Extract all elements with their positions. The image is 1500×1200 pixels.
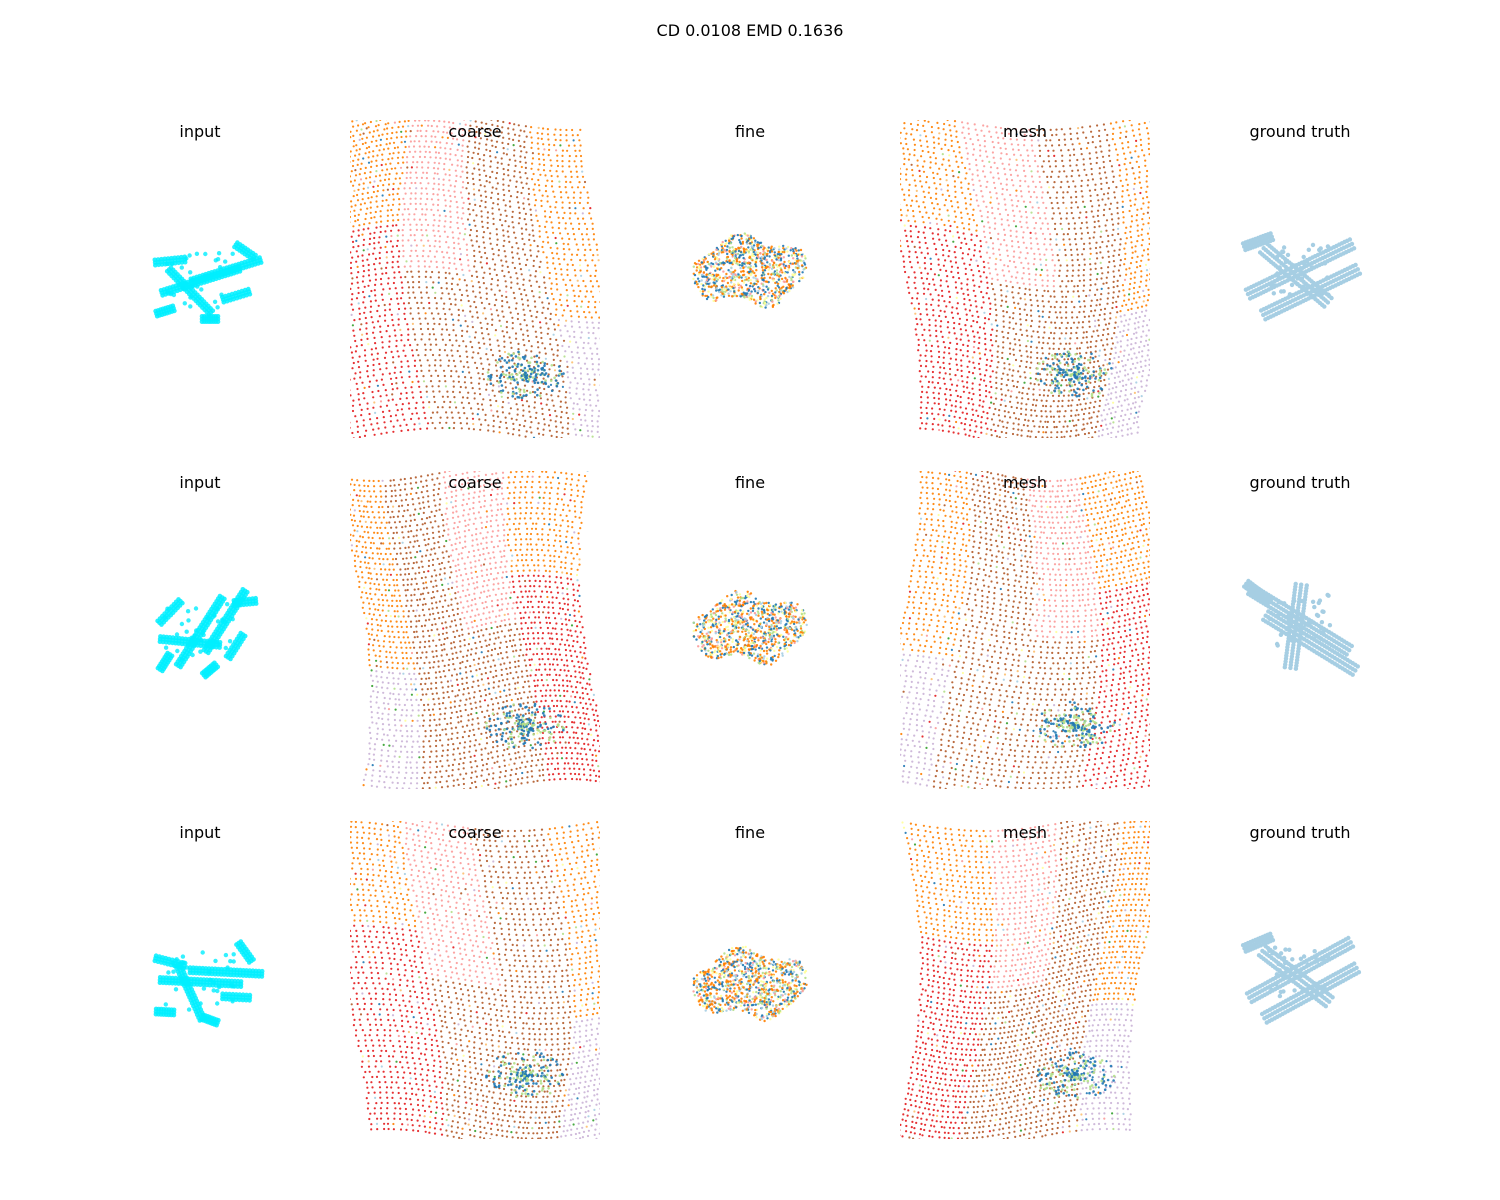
- panel-coarse-plot: [350, 471, 600, 789]
- row-1: input coarse fine mesh ground truth: [152, 120, 1363, 438]
- panel-title: fine: [735, 473, 765, 492]
- panel-title: ground truth: [1249, 823, 1350, 842]
- panel-input-plot: [152, 240, 264, 325]
- panel-ground-truth-plot: [1240, 931, 1362, 1025]
- row-3: input coarse fine mesh ground truth: [152, 821, 1362, 1139]
- panel-fine-plot: [692, 945, 808, 1023]
- panel-mesh-plot: [900, 120, 1150, 438]
- panel-title: mesh: [1003, 122, 1047, 141]
- panel-ground-truth-plot: [1240, 231, 1363, 322]
- panel-title: fine: [735, 122, 765, 141]
- panel-ground-truth-plot: [1242, 578, 1361, 677]
- panel-coarse-plot: [350, 821, 600, 1139]
- panel-input-plot: [152, 939, 265, 1028]
- panel-title: coarse: [448, 473, 501, 492]
- panel-title: fine: [735, 823, 765, 842]
- panel-title: mesh: [1003, 473, 1047, 492]
- figure-title: CD 0.0108 EMD 0.1636: [0, 21, 1500, 41]
- panel-title: input: [179, 473, 220, 492]
- panel-fine-plot: [692, 232, 808, 309]
- panel-title: input: [179, 122, 220, 141]
- panel-title: ground truth: [1249, 473, 1350, 492]
- panel-mesh-plot: [900, 821, 1150, 1139]
- panel-title: input: [179, 823, 220, 842]
- panel-title: ground truth: [1249, 122, 1350, 141]
- panel-mesh-plot: [900, 471, 1150, 789]
- panel-fine-plot: [692, 589, 808, 666]
- row-2: input coarse fine mesh ground truth: [155, 471, 1361, 789]
- panel-title: mesh: [1003, 823, 1047, 842]
- panel-title: coarse: [448, 122, 501, 141]
- panel-coarse-plot: [350, 120, 600, 438]
- panel-input-plot: [155, 587, 259, 680]
- panel-title: coarse: [448, 823, 501, 842]
